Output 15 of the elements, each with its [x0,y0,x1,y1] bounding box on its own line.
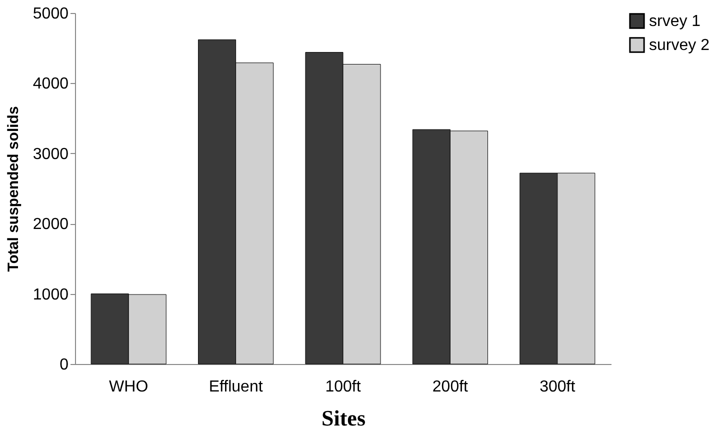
y-axis-title: Total suspended solids [4,106,22,272]
x-tick-label: 200ft [432,378,469,396]
y-tick-label: 0 [60,356,69,374]
y-tick-label: 4000 [32,76,69,93]
x-tick-label: Effluent [208,378,264,396]
y-tick-label: 5000 [32,6,69,22]
x-tick-label: WHO [109,378,148,396]
legend-label: srvey 1 [649,13,701,30]
legend-label: survey 2 [649,37,710,54]
x-axis-title: Sites [322,406,366,430]
y-tick-label: 3000 [32,146,69,163]
x-tick-label: 300ft [540,378,576,396]
y-tick-label: 1000 [32,286,69,304]
y-tick-label: 2000 [32,216,69,234]
x-tick-label: 100ft [325,378,362,396]
